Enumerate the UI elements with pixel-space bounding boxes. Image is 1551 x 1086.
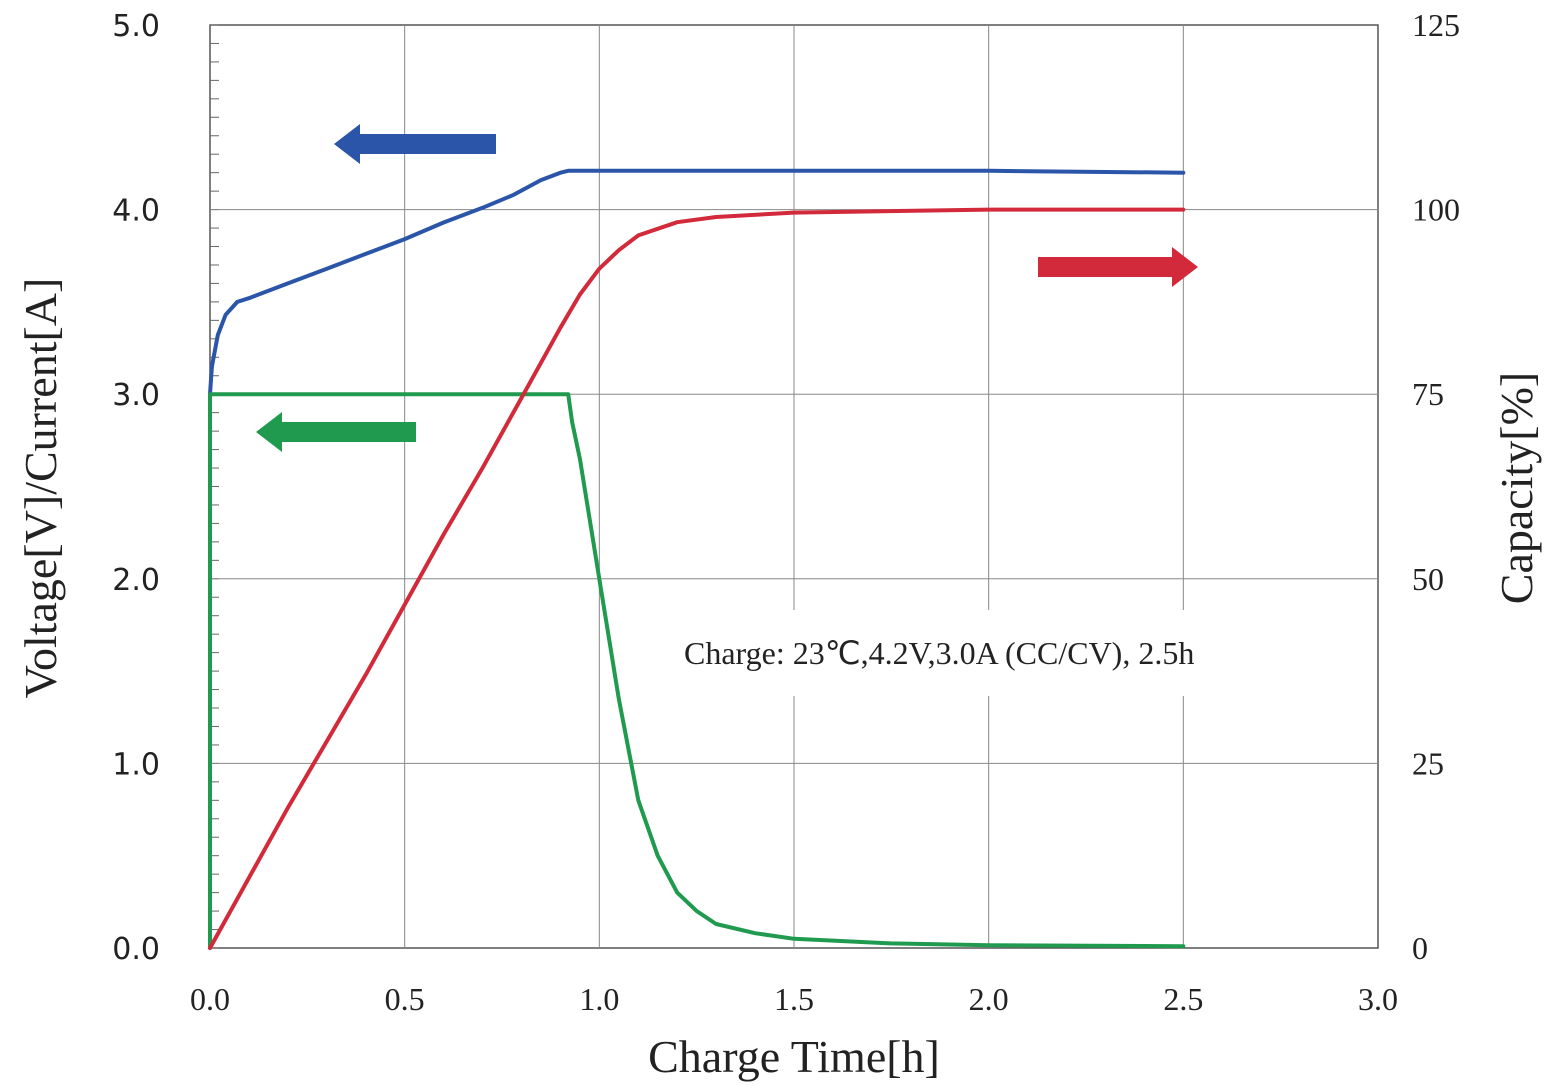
y-right-tick-label: 0 <box>1412 930 1428 966</box>
y-right-tick-label: 125 <box>1412 7 1460 43</box>
capacity-line <box>208 207 1186 950</box>
x-tick-label: 2.5 <box>1163 981 1203 1017</box>
y-right-tick-label: 75 <box>1412 376 1444 412</box>
y-left-tick-label: 4.0 <box>112 194 160 229</box>
y-left-tick-labels: 0.0 1.0 2.0 3.0 4.0 5.0 <box>112 9 160 967</box>
capacity-axis-arrow <box>1038 247 1198 287</box>
current-axis-arrow <box>256 412 416 452</box>
y-left-tick-label: 5.0 <box>112 9 160 44</box>
y-right-axis-title: Capacity[%] <box>1491 372 1542 604</box>
x-tick-labels: 0.0 0.5 1.0 1.5 2.0 2.5 3.0 <box>190 981 1398 1017</box>
annotation-background <box>672 610 1362 696</box>
y-left-tick-label: 1.0 <box>112 747 160 782</box>
series-group <box>208 168 1186 950</box>
y-right-tick-label: 25 <box>1412 745 1444 781</box>
y-right-tick-label: 50 <box>1412 561 1444 597</box>
current-line <box>208 392 1186 950</box>
charge-conditions-annotation: Charge: 23℃,4.2V,3.0A (CC/CV), 2.5h <box>684 635 1194 671</box>
direction-arrows <box>256 124 1198 452</box>
y-left-tick-label: 2.0 <box>112 563 160 598</box>
voltage-axis-arrow <box>334 124 496 164</box>
y-right-tick-label: 100 <box>1412 192 1460 228</box>
x-tick-label: 1.0 <box>579 981 619 1017</box>
y-left-tick-label: 3.0 <box>112 378 160 413</box>
voltage-line <box>208 168 1186 397</box>
x-tick-label: 2.0 <box>969 981 1009 1017</box>
x-tick-label: 3.0 <box>1358 981 1398 1017</box>
x-axis-title: Charge Time[h] <box>648 1031 940 1082</box>
x-tick-label: 0.0 <box>190 981 230 1017</box>
x-tick-label: 0.5 <box>385 981 425 1017</box>
y-left-tick-label: 0.0 <box>112 932 160 967</box>
y-left-axis-title: Voltage[V]/Current[A] <box>15 278 66 699</box>
x-tick-label: 1.5 <box>774 981 814 1017</box>
y-right-tick-labels: 0 25 50 75 100 125 <box>1412 7 1460 966</box>
